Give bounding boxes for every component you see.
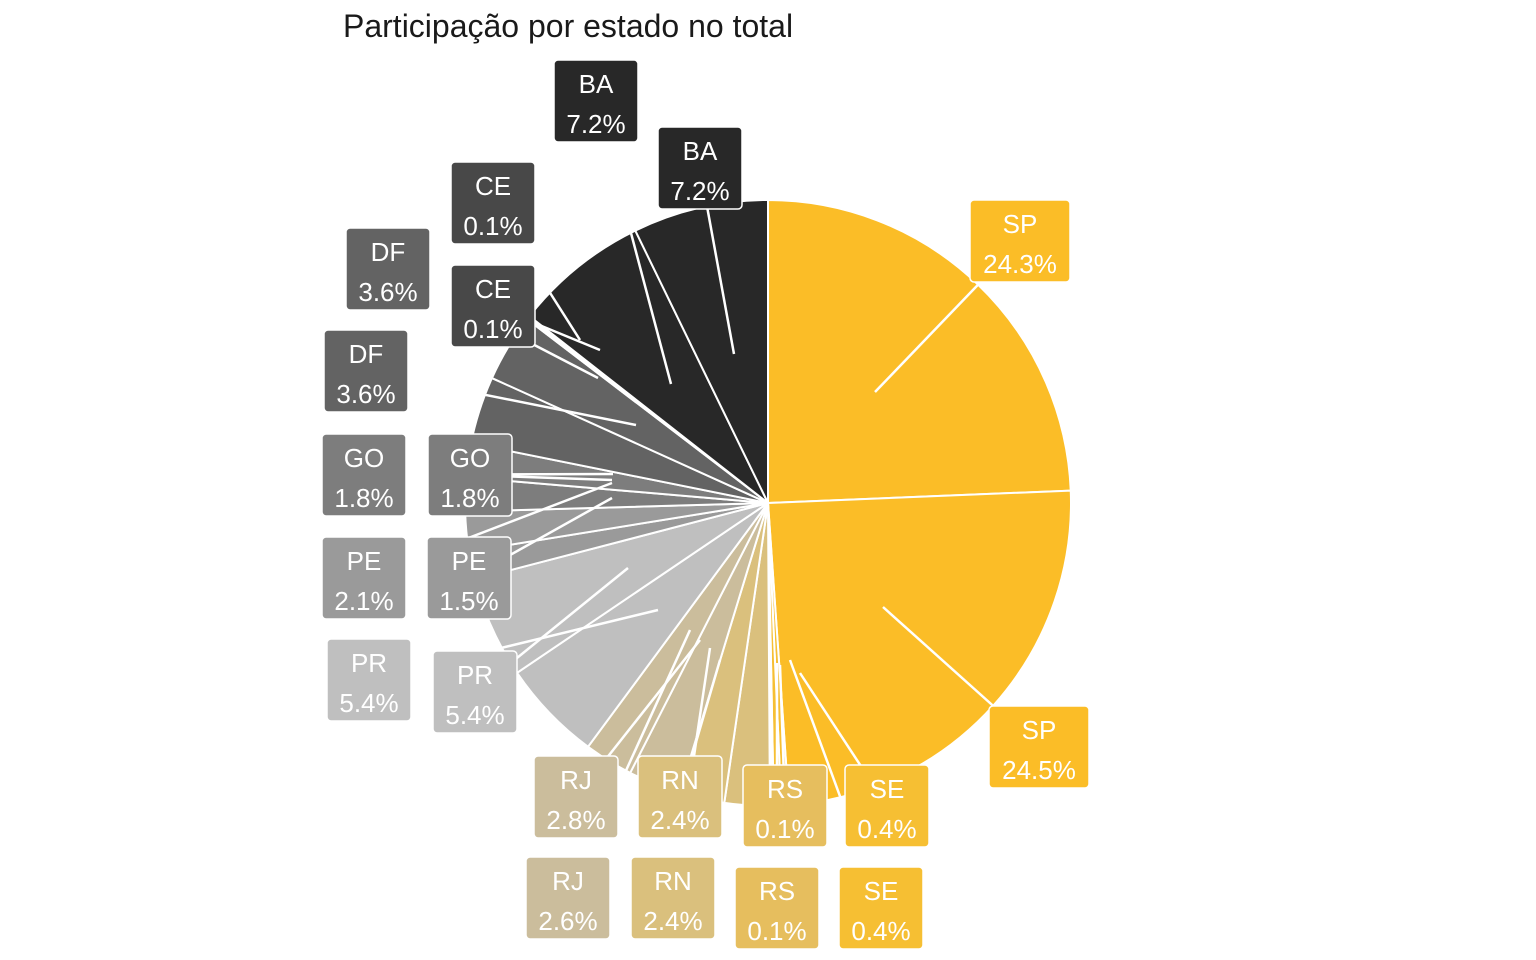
label-percent: 1.8% [334,483,393,513]
label-percent: 3.6% [358,277,417,307]
label-state: RJ [560,765,592,795]
label-percent: 1.8% [440,483,499,513]
label-box [326,638,412,722]
label-state: SE [864,876,899,906]
label-percent: 5.4% [339,688,398,718]
label-percent: 5.4% [445,700,504,730]
slice-label-ba: BA 7.2% [657,126,743,210]
label-percent: 7.2% [566,109,625,139]
label-state: SP [1022,715,1057,745]
label-state: DF [349,339,384,369]
slice-label-rj: RJ 2.6% [525,856,611,940]
slice-label-ce: CE 0.1% [450,264,536,348]
label-box [657,126,743,210]
label-state: SP [1003,209,1038,239]
slice-label-df: DF 3.6% [323,329,409,413]
label-percent: 0.4% [857,814,916,844]
leader-line [365,369,637,427]
label-percent: 1.5% [439,586,498,616]
slice-label-rj: RJ 2.8% [533,755,619,839]
label-box [321,433,407,517]
label-percent: 0.1% [463,314,522,344]
slice-label-pr: PR 5.4% [326,638,412,722]
leader-line [594,100,673,385]
slice-label-sp: SP 24.3% [969,199,1071,283]
label-state: RN [654,866,692,896]
slice-label-ba: BA 7.2% [553,59,639,143]
label-box [844,764,930,848]
label-state: CE [475,171,511,201]
label-percent: 7.2% [670,176,729,206]
label-box [450,264,536,348]
label-box [427,433,513,517]
slice-label-go: GO 1.8% [427,433,513,517]
label-box [323,329,409,413]
label-box [742,764,828,848]
label-box [345,227,431,311]
chart-title: Participação por estado no total [343,8,794,44]
label-state: PR [457,660,493,690]
label-box [637,755,723,839]
slice-label-se: SE 0.4% [838,866,924,950]
label-box [988,705,1090,789]
label-box [969,199,1071,283]
label-state: RS [759,876,795,906]
label-box [321,536,407,620]
labels-group: SP 24.3% SP 24.5% SE 0.4% SE 0.4% RS 0.1% RS 0.1% RN… [321,59,1090,950]
label-state: PE [347,546,382,576]
label-state: GO [450,443,490,473]
slice-label-rn: RN 2.4% [630,856,716,940]
label-percent: 3.6% [336,379,395,409]
label-box [450,161,536,245]
slice-label-rn: RN 2.4% [637,755,723,839]
slice-label-go: GO 1.8% [321,433,407,517]
label-percent: 2.1% [334,586,393,616]
label-percent: 2.4% [643,906,702,936]
label-box [525,856,611,940]
label-percent: 2.8% [546,805,605,835]
label-percent: 0.4% [851,916,910,946]
label-state: SE [870,774,905,804]
label-box [432,650,518,734]
label-state: BA [579,69,614,99]
label-box [734,866,820,950]
label-state: PR [351,648,387,678]
label-percent: 0.1% [463,211,522,241]
label-state: DF [371,237,406,267]
label-box [838,866,924,950]
label-box [630,856,716,940]
label-percent: 24.3% [983,249,1057,279]
leader-line [566,629,692,899]
slice-label-pr: PR 5.4% [432,650,518,734]
label-state: RN [661,765,699,795]
label-percent: 0.1% [755,814,814,844]
label-box [533,755,619,839]
label-state: CE [475,274,511,304]
slice-label-rs: RS 0.1% [742,764,828,848]
label-state: BA [683,136,718,166]
label-percent: 0.1% [747,916,806,946]
slice-label-rs: RS 0.1% [734,866,820,950]
label-percent: 24.5% [1002,755,1076,785]
label-box [426,536,512,620]
slice-label-pe: PE 2.1% [321,536,407,620]
slice-label-sp: SP 24.5% [988,705,1090,789]
label-percent: 2.6% [538,906,597,936]
label-box [553,59,639,143]
label-state: RJ [552,866,584,896]
label-state: PE [452,546,487,576]
slice-label-df: DF 3.6% [345,227,431,311]
slices-group [464,198,1072,808]
slice-label-ce: CE 0.1% [450,161,536,245]
label-state: GO [344,443,384,473]
label-percent: 2.4% [650,805,709,835]
slice-label-se: SE 0.4% [844,764,930,848]
label-state: RS [767,774,803,804]
leader-line [368,608,659,682]
slice-label-pe: PE 1.5% [426,536,512,620]
